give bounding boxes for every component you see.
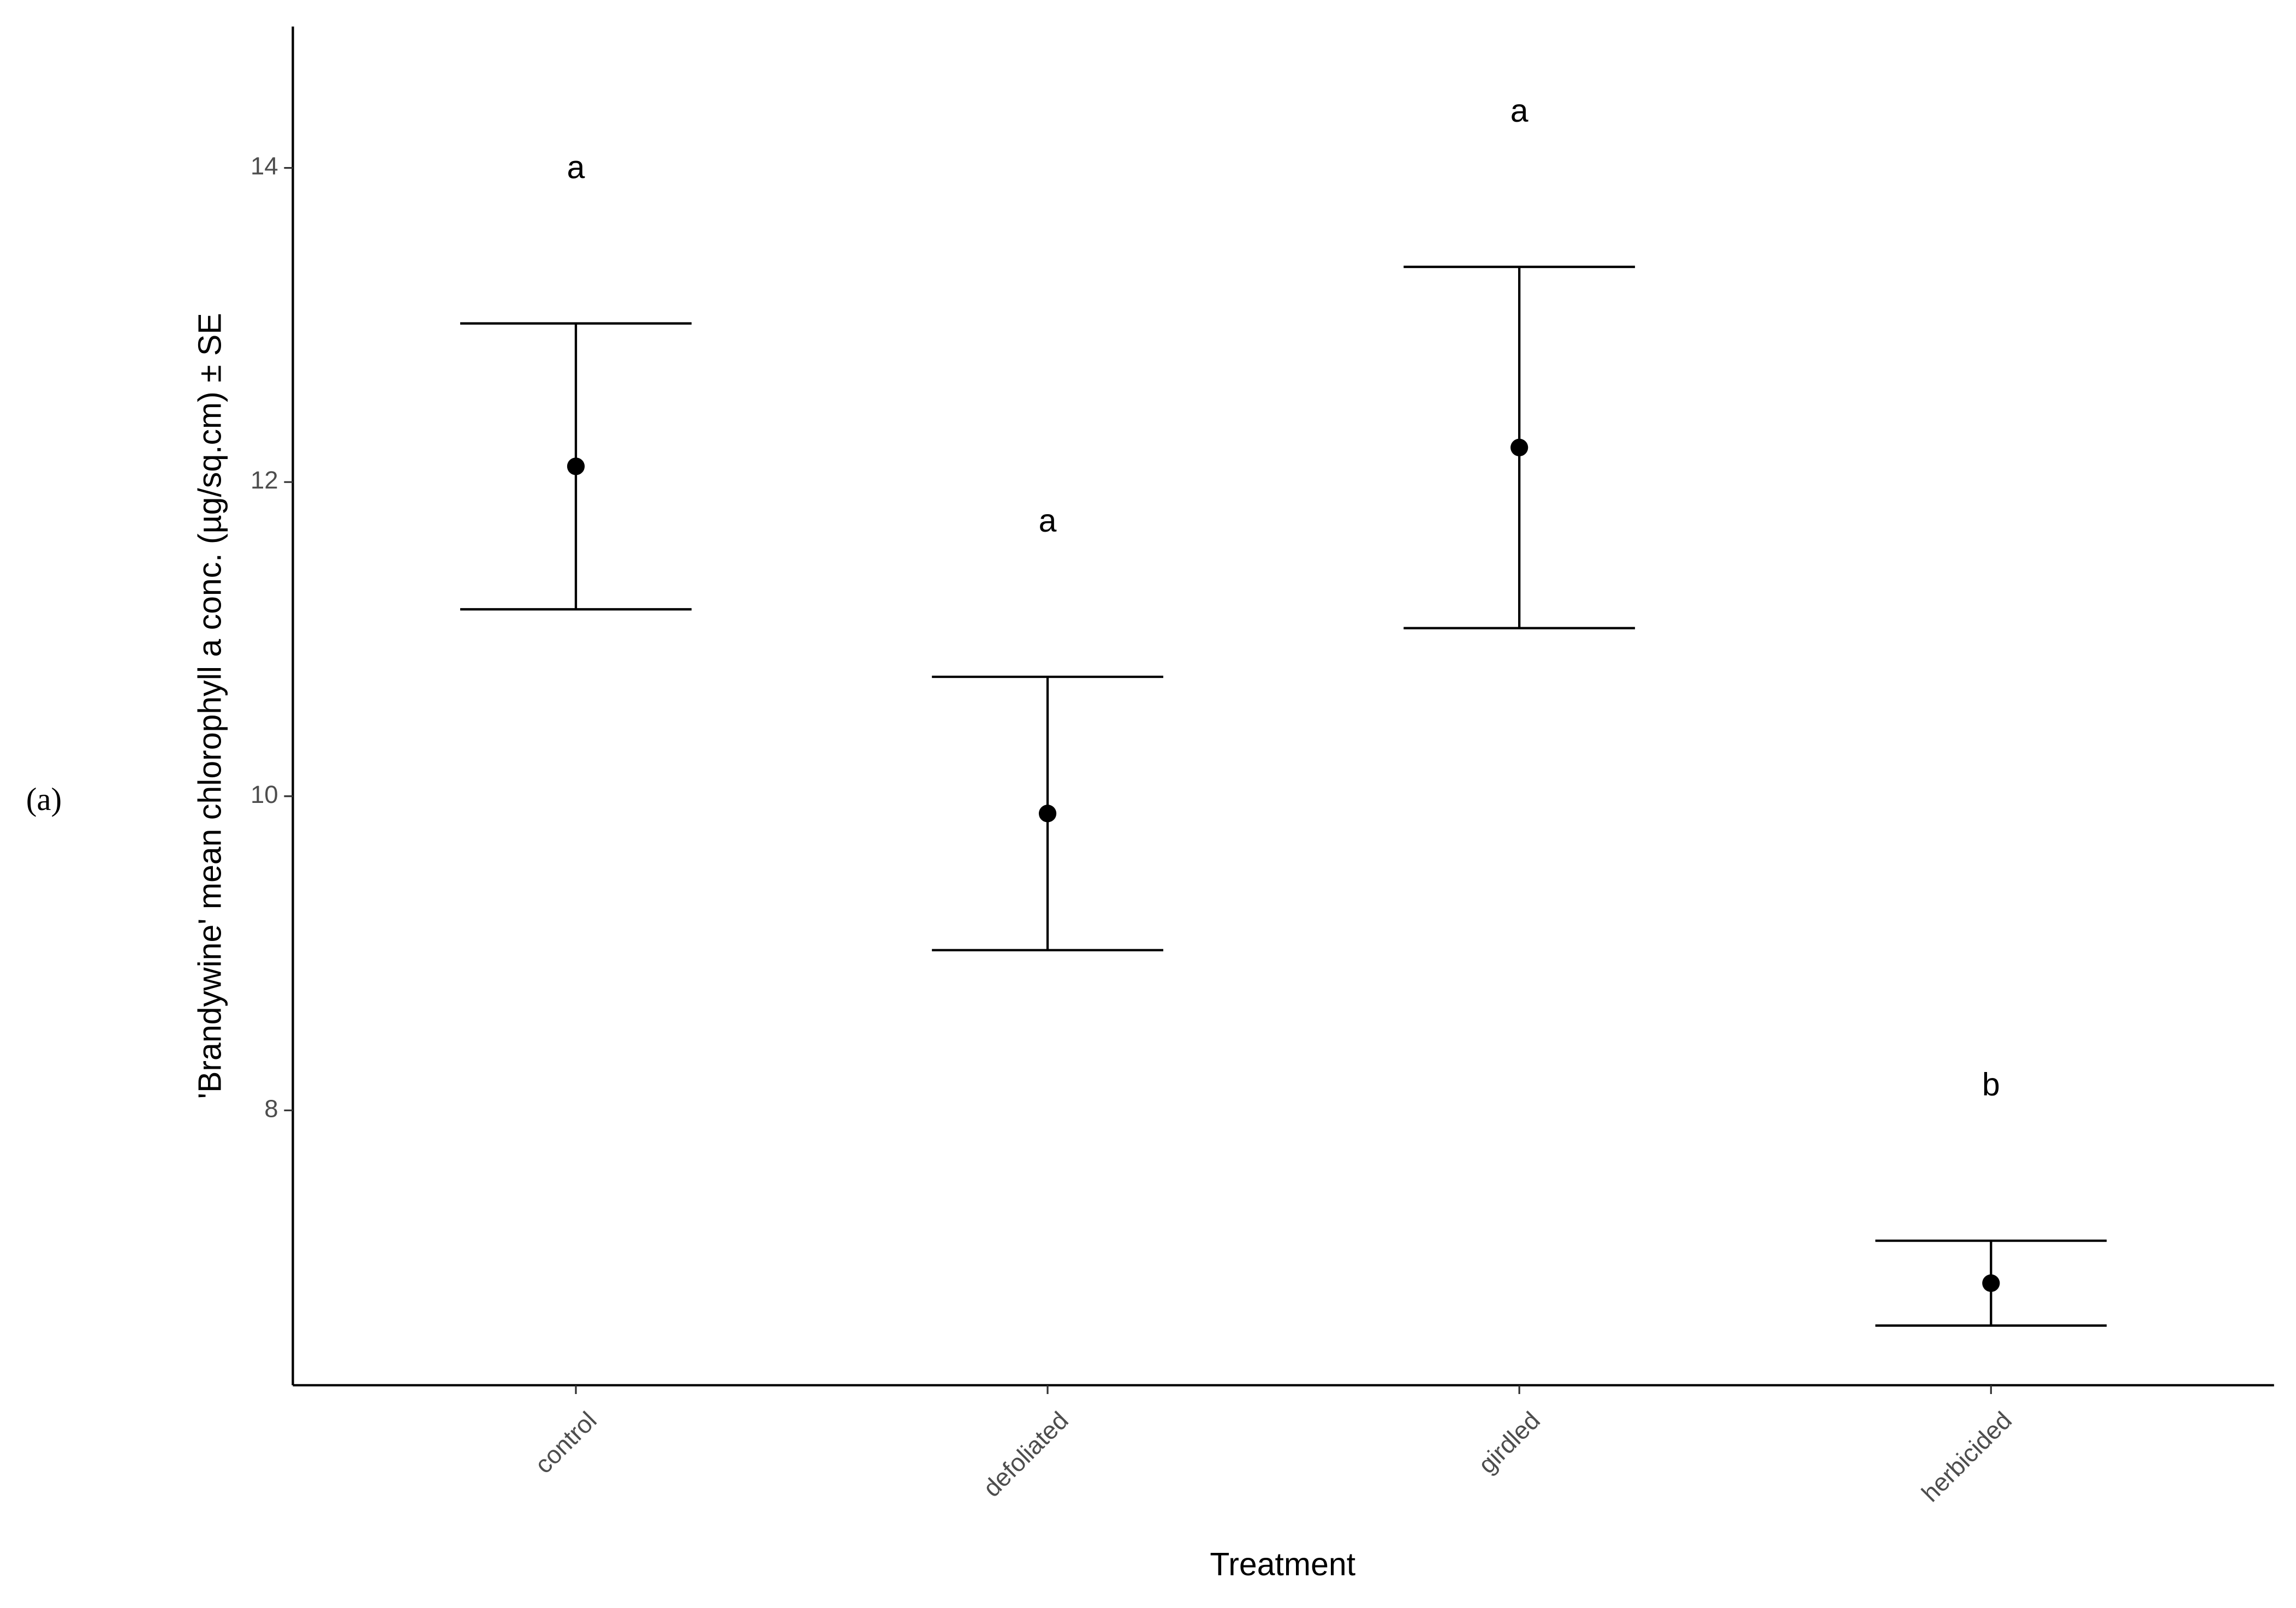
group-label: a xyxy=(1510,93,1528,129)
panel-label: (a) xyxy=(26,781,62,817)
mean-point xyxy=(1038,805,1057,823)
y-tick-label: 10 xyxy=(251,781,278,808)
y-tick-label: 14 xyxy=(251,152,278,180)
group-label: a xyxy=(1039,503,1057,539)
mean-point xyxy=(1510,438,1528,456)
x-axis-title: Treatment xyxy=(1210,1546,1355,1582)
group-label: b xyxy=(1982,1067,2000,1103)
mean-point xyxy=(1982,1274,2000,1292)
y-tick-label: 12 xyxy=(251,466,278,494)
mean-point xyxy=(567,457,585,475)
group-label: a xyxy=(567,149,585,185)
y-axis-title: 'Brandywine' mean chlorophyll a conc. (µ… xyxy=(192,313,228,1099)
y-tick-label: 8 xyxy=(264,1094,278,1122)
